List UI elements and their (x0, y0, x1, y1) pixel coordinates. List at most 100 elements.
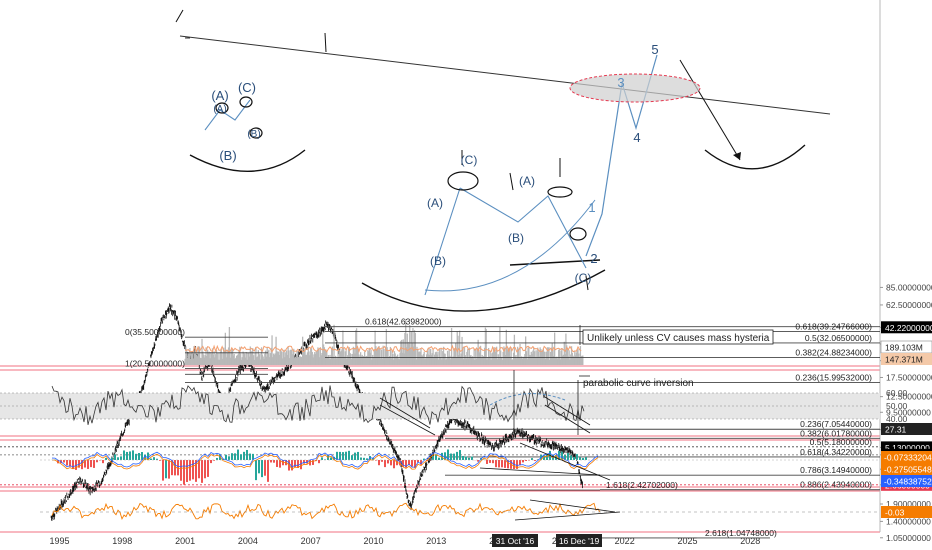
macd-tag-bg (881, 451, 932, 463)
osc-tag: -0.03 (885, 508, 905, 518)
price-tag: 5.13000000 (885, 443, 930, 453)
date-tag-bg (556, 534, 602, 547)
curve-base-line (509, 259, 601, 266)
fib-label: 0.5(32.06500000) (805, 333, 872, 343)
wave-label: 5 (651, 42, 658, 57)
marker-circle (569, 227, 587, 241)
rsi-tick-label: 40.00 (886, 414, 908, 424)
wave-label: (A) (211, 88, 228, 103)
macd-trend (479, 467, 601, 476)
wave-label: 4 (633, 130, 640, 145)
fib-label: 0.618(42.63982000) (365, 317, 442, 327)
date-tag-bg (492, 534, 538, 547)
x-tick-label: 2001 (175, 536, 195, 546)
osc-trend (529, 499, 616, 513)
marker-circle (547, 186, 573, 198)
rsi-trend (544, 396, 591, 426)
osc-line (51, 502, 601, 521)
macd-line (51, 451, 599, 468)
x-tick-label: 2013 (426, 536, 446, 546)
x-tick-label: 1995 (49, 536, 69, 546)
fib-label: 0.5(5.18000000) (810, 437, 873, 447)
pointer-arrow (175, 9, 184, 23)
curve-future (704, 144, 806, 170)
date-tag: 16 Dec '19 (559, 536, 600, 546)
osc-trend (514, 511, 621, 521)
rsi-trend (379, 397, 431, 429)
x-tick-label: 1998 (112, 536, 132, 546)
trend-line-top (179, 35, 831, 115)
x-tick-label: 2022 (615, 536, 635, 546)
price-bars (50, 303, 583, 521)
fib-label: 0.382(6.01780000) (800, 428, 872, 438)
macd-tag-bg (881, 475, 932, 487)
price-tag-bg (881, 321, 932, 334)
volume-tag: 147.371M (885, 355, 923, 365)
wave-label: (B) (247, 129, 260, 140)
wave-label: (A) (519, 174, 535, 188)
macd-tag: -0.07333204 (884, 453, 932, 463)
wave-label: 3 (617, 75, 624, 90)
rsi-trend (544, 404, 591, 434)
arrow-future-head (733, 152, 741, 160)
rsi-tick-label: 27.31 (885, 425, 907, 435)
wave-rise-2012 (424, 187, 461, 296)
fib-label: 0.786(3.14940000) (800, 465, 872, 475)
price-tick-label: 17.50000000 (886, 372, 932, 382)
volume-ma-line (185, 344, 582, 354)
pointer-arrow (324, 32, 327, 53)
wave-label: (C) (575, 271, 592, 285)
wave-label: (A) (427, 196, 443, 210)
marker-circle (249, 127, 263, 139)
curve-2002 (189, 149, 306, 172)
fib-label: 0.618(39.24766000) (795, 321, 872, 331)
price-tick-label: 1.40000000 (886, 516, 931, 526)
target-ellipse (569, 73, 701, 103)
curve-2011 (361, 269, 606, 312)
rsi-tick-label: 50.00 (886, 401, 908, 411)
macd-trend (519, 442, 611, 481)
wave-label: (C) (238, 80, 256, 95)
wave-label: (B) (508, 231, 524, 245)
fib-label: 0.618(4.34220000) (800, 447, 872, 457)
wave-arc (424, 199, 596, 292)
fib-label: 1(20.50000000) (125, 358, 185, 368)
arrow-future (679, 59, 741, 161)
x-tick-label: 2028 (740, 536, 760, 546)
date-tag: 31 Oct '16 (496, 536, 535, 546)
macd-tag: -0.34838752 (884, 477, 932, 487)
wave-label: 2 (590, 251, 597, 266)
osc-tag-bg (881, 506, 932, 518)
macd-signal-line (51, 453, 599, 470)
x-tick-label: 2025 (677, 536, 697, 546)
fib-label: 0.236(7.05440000) (800, 419, 872, 429)
fib-label: 0(35.50000000) (125, 327, 185, 337)
note-box (582, 329, 774, 345)
rsi-line (51, 385, 585, 425)
marker-circle (215, 102, 229, 114)
wave-abc-2002 (204, 99, 251, 131)
price-tick-label: 9.50000000 (886, 407, 931, 417)
volume-tag-bg (881, 353, 932, 365)
x-tick-label: 2010 (363, 536, 383, 546)
rsi-trend (379, 404, 436, 436)
price-tick-label: 12.50000000 (886, 392, 932, 402)
wave-label: (B) (219, 148, 236, 163)
rsi-tick-label: 60.00 (886, 388, 908, 398)
rsi-arc (489, 393, 566, 406)
pointer-arrow (585, 275, 589, 291)
pointer-arrow (509, 172, 514, 191)
price-tag: 42.22000000 (885, 323, 932, 333)
x-tick-label: 2007 (301, 536, 321, 546)
wave-label: 1 (588, 200, 595, 215)
price-tick-label: 1.90000000 (886, 499, 931, 509)
macd-tag-bg (881, 463, 932, 475)
rsi-tag-bg (881, 423, 932, 435)
volume-tag: 189.103M (885, 343, 923, 353)
macd-tag: -0.27505548 (884, 465, 932, 475)
note-unlikely: Unlikely unless CV causes mass hysteria (587, 333, 770, 344)
wave-label: (B) (430, 254, 446, 268)
marker-circle (447, 171, 479, 191)
